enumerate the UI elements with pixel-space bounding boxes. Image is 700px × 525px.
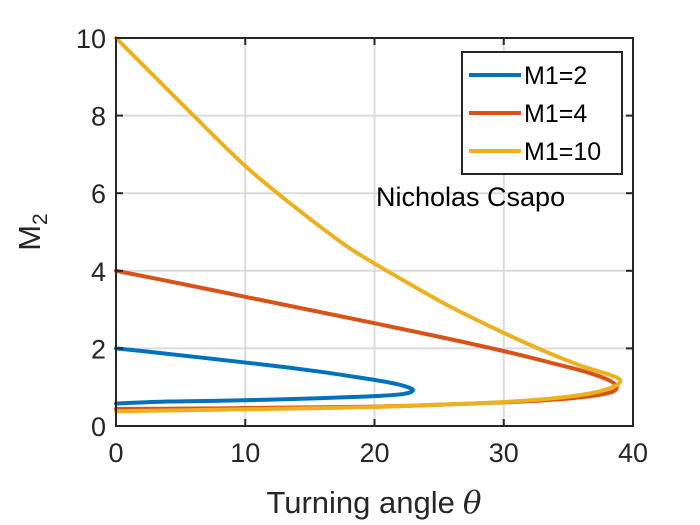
series-line-2: [114, 36, 623, 414]
x-tick-label: 20: [359, 438, 389, 468]
x-tick-label: 10: [230, 438, 260, 468]
x-tick-label: 40: [618, 438, 648, 468]
legend-entry: M1=2: [524, 62, 587, 90]
y-tick-label: 0: [91, 412, 106, 442]
y-tick-label: 8: [91, 102, 106, 132]
y-tick-label: 2: [91, 334, 106, 364]
x-axis-label: Turning angle θ: [266, 485, 481, 521]
series-line-0: [114, 346, 415, 406]
axis-ticks: 0 10 20 30 40 0 2 4 6 8 10: [76, 24, 648, 468]
y-tick-label: 4: [91, 257, 106, 287]
y-tick-label: 6: [91, 179, 106, 209]
legend-entry: M1=4: [524, 100, 587, 128]
x-tick-label: 0: [108, 438, 123, 468]
series-line-1: [114, 268, 619, 411]
author-annotation: Nicholas Csapo: [376, 182, 565, 212]
y-axis-label: M2: [12, 213, 52, 251]
legend: M1=2 M1=4 M1=10: [461, 51, 623, 175]
x-tick-label: 30: [489, 438, 519, 468]
series-lines: [114, 36, 623, 414]
legend-entry: M1=10: [524, 138, 601, 166]
y-tick-label: 10: [76, 24, 106, 54]
